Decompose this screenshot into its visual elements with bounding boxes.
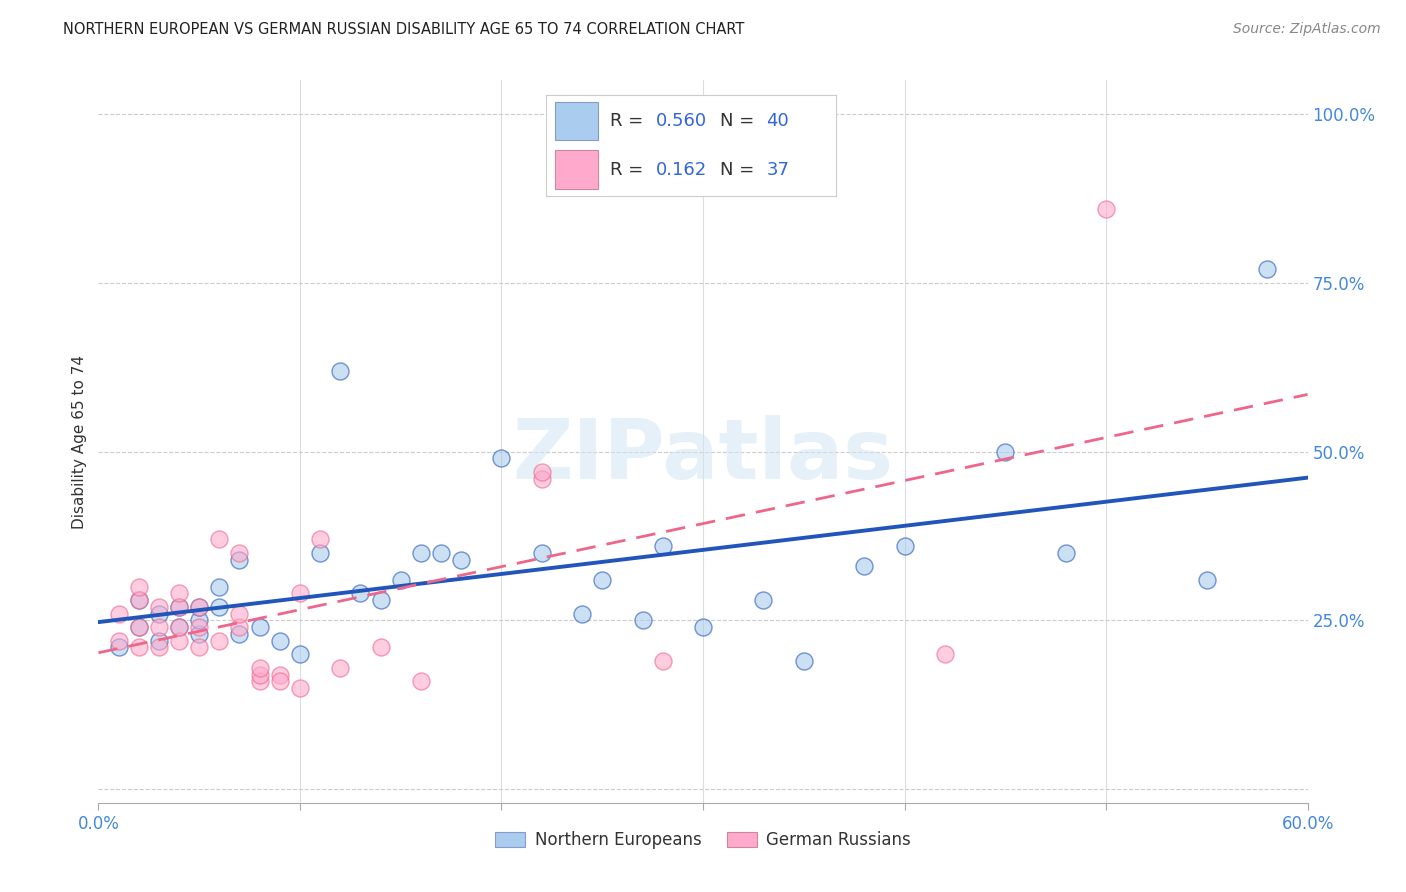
Point [249,661,271,675]
Point [249,667,271,681]
Point [148,633,170,648]
Text: Source: ZipAtlas.com: Source: ZipAtlas.com [1233,22,1381,37]
Y-axis label: Disability Age 65 to 74: Disability Age 65 to 74 [72,354,87,529]
Point [228,546,250,560]
Point [288,681,311,695]
Point [309,533,332,547]
Point [228,552,250,566]
Point [430,546,453,560]
Point [1256,262,1278,277]
Text: ZIPatlas: ZIPatlas [513,416,893,497]
Point [208,580,231,594]
Point [269,674,291,689]
Point [1195,573,1218,587]
Point [249,620,271,634]
Point [167,586,190,600]
Point [188,627,211,641]
Point [208,533,231,547]
Point [752,593,775,607]
Point [288,647,311,661]
Point [591,573,613,587]
Point [167,620,190,634]
Point [128,580,150,594]
Point [793,654,815,668]
Point [389,573,412,587]
Legend: Northern Europeans, German Russians: Northern Europeans, German Russians [488,824,918,856]
Point [571,607,593,621]
Point [128,620,150,634]
Text: NORTHERN EUROPEAN VS GERMAN RUSSIAN DISABILITY AGE 65 TO 74 CORRELATION CHART: NORTHERN EUROPEAN VS GERMAN RUSSIAN DISA… [63,22,745,37]
Point [188,599,211,614]
Point [530,546,553,560]
Point [370,593,392,607]
Point [188,620,211,634]
Point [309,546,332,560]
Point [370,640,392,655]
Point [228,607,250,621]
Point [491,451,513,466]
Point [148,599,170,614]
Point [188,614,211,628]
Point [450,552,472,566]
Point [107,633,129,648]
Point [269,633,291,648]
Point [208,599,231,614]
Point [128,593,150,607]
Point [651,654,673,668]
Point [934,647,956,661]
Point [269,667,291,681]
Point [228,620,250,634]
Point [631,614,654,628]
Point [188,640,211,655]
Point [128,620,150,634]
Point [148,620,170,634]
Point [651,539,673,553]
Point [329,661,352,675]
Point [1095,202,1118,216]
Point [148,640,170,655]
Point [208,633,231,648]
Point [228,627,250,641]
Point [409,546,432,560]
Point [188,599,211,614]
Point [128,593,150,607]
Point [167,633,190,648]
Point [148,607,170,621]
Point [530,465,553,479]
Point [128,640,150,655]
Point [107,607,129,621]
Point [853,559,876,574]
Point [692,620,714,634]
Point [530,472,553,486]
Point [994,444,1017,458]
Point [409,674,432,689]
Point [288,586,311,600]
Point [167,599,190,614]
Point [1054,546,1077,560]
Point [329,364,352,378]
Point [349,586,371,600]
Point [249,674,271,689]
Point [893,539,915,553]
Point [167,599,190,614]
Point [107,640,129,655]
Point [167,620,190,634]
